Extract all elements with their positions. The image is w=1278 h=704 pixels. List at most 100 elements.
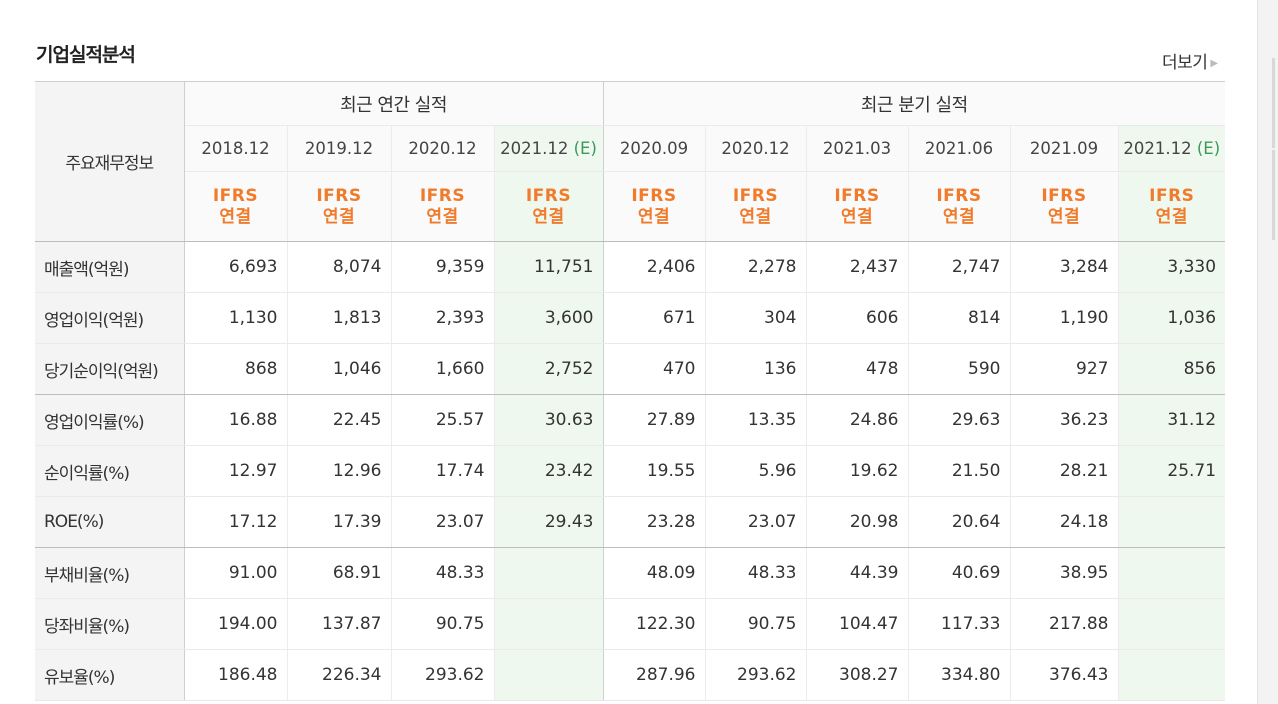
value-cell: 13.35	[704, 394, 806, 446]
value-cell: 927	[1009, 343, 1118, 395]
value-cell-estimate	[493, 598, 603, 650]
value-cell: 2,406	[602, 241, 705, 293]
value-cell: 470	[602, 343, 705, 395]
value-cell-estimate: 3,330	[1117, 241, 1226, 293]
more-link-label[interactable]: 더보기	[1162, 53, 1208, 73]
row-label: ROE(%)	[35, 496, 185, 548]
group-header-annual: 최근 연간 실적	[184, 81, 603, 126]
value-cell: 17.74	[390, 445, 494, 497]
value-cell: 137.87	[286, 598, 391, 650]
value-cell: 29.63	[907, 394, 1010, 446]
value-cell: 48.33	[390, 547, 494, 599]
value-cell-estimate: 25.71	[1117, 445, 1226, 497]
side-scroll-strip	[1257, 0, 1278, 704]
table-row-debt-ratio: 부채비율(%) 91.00 68.91 48.33 48.09 48.33 44.39 40.…	[35, 547, 1226, 599]
period-header-row: 2018.12 2019.12 2020.12 2021.12 (E) 2020…	[35, 125, 1226, 172]
table-row-revenue: 매출액(억원) 6,693 8,074 9,359 11,751 2,406 2,278 2,…	[35, 241, 1226, 293]
value-cell-estimate: 29.43	[493, 496, 603, 548]
scroll-marker	[1272, 150, 1275, 240]
value-cell: 186.48	[183, 649, 287, 701]
value-cell: 1,813	[286, 292, 391, 344]
value-cell: 136	[704, 343, 806, 395]
table-row-reserve-ratio: 유보율(%) 186.48 226.34 293.62 287.96 293.62 308.…	[35, 649, 1226, 701]
value-cell: 24.18	[1009, 496, 1118, 548]
value-cell: 20.98	[805, 496, 908, 548]
row-label: 영업이익(억원)	[35, 292, 185, 344]
value-cell: 1,130	[183, 292, 287, 344]
value-cell: 5.96	[704, 445, 806, 497]
table-row-operating-margin: 영업이익률(%) 16.88 22.45 25.57 30.63 27.89 13.35 24…	[35, 394, 1226, 446]
table-row-operating-profit: 영업이익(억원) 1,130 1,813 2,393 3,600 671 304 606 814…	[35, 292, 1226, 344]
value-cell: 2,437	[805, 241, 908, 293]
value-cell: 23.07	[704, 496, 806, 548]
value-cell-estimate	[1117, 496, 1226, 548]
value-cell: 22.45	[286, 394, 391, 446]
value-cell: 8,074	[286, 241, 391, 293]
value-cell: 40.69	[907, 547, 1010, 599]
value-cell-estimate: 2,752	[493, 343, 603, 395]
value-cell: 2,747	[907, 241, 1010, 293]
value-cell-estimate	[493, 649, 603, 701]
value-cell: 194.00	[183, 598, 287, 650]
period-header: 2020.12	[704, 125, 806, 172]
row-label: 당기순이익(억원)	[35, 343, 185, 395]
ifrs-badge: IFRS 연결	[1117, 171, 1226, 242]
value-cell: 28.21	[1009, 445, 1118, 497]
value-cell: 17.12	[183, 496, 287, 548]
row-label: 매출액(억원)	[35, 241, 185, 293]
value-cell-estimate: 30.63	[493, 394, 603, 446]
period-header: 2021.09	[1009, 125, 1118, 172]
value-cell: 606	[805, 292, 908, 344]
table-row-net-income: 당기순이익(억원) 868 1,046 1,660 2,752 470 136 478 590 9…	[35, 343, 1226, 395]
value-cell: 2,393	[390, 292, 494, 344]
value-cell: 1,046	[286, 343, 391, 395]
section-title: 기업실적분석	[36, 44, 136, 66]
period-header-estimate: 2021.12 (E)	[1117, 125, 1226, 172]
value-cell-estimate	[1117, 598, 1226, 650]
value-cell: 3,284	[1009, 241, 1118, 293]
value-cell: 376.43	[1009, 649, 1118, 701]
ifrs-badge: IFRS 연결	[704, 171, 806, 242]
value-cell-estimate	[1117, 649, 1226, 701]
ifrs-badge: IFRS 연결	[907, 171, 1010, 242]
value-cell: 38.95	[1009, 547, 1118, 599]
ifrs-badge: IFRS 연결	[390, 171, 494, 242]
value-cell: 48.09	[602, 547, 705, 599]
value-cell: 117.33	[907, 598, 1010, 650]
ifrs-badge: IFRS 연결	[602, 171, 705, 242]
period-header: 2021.03	[805, 125, 908, 172]
ifrs-badge: IFRS 연결	[286, 171, 391, 242]
value-cell-estimate: 11,751	[493, 241, 603, 293]
value-cell: 24.86	[805, 394, 908, 446]
scroll-marker	[1272, 58, 1275, 148]
value-cell: 90.75	[704, 598, 806, 650]
value-cell: 90.75	[390, 598, 494, 650]
value-cell-estimate	[493, 547, 603, 599]
row-label: 순이익률(%)	[35, 445, 185, 497]
value-cell: 304	[704, 292, 806, 344]
period-header: 2020.12	[390, 125, 494, 172]
row-label: 영업이익률(%)	[35, 394, 185, 446]
table-row-quick-ratio: 당좌비율(%) 194.00 137.87 90.75 122.30 90.75 104.4…	[35, 598, 1226, 650]
period-header: 2019.12	[286, 125, 391, 172]
ifrs-badge: IFRS 연결	[805, 171, 908, 242]
value-cell-estimate: 1,036	[1117, 292, 1226, 344]
value-cell: 25.57	[390, 394, 494, 446]
value-cell: 21.50	[907, 445, 1010, 497]
value-cell: 590	[907, 343, 1010, 395]
value-cell: 217.88	[1009, 598, 1118, 650]
row-header-label: 주요재무정보	[35, 81, 185, 242]
value-cell: 16.88	[183, 394, 287, 446]
value-cell: 9,359	[390, 241, 494, 293]
value-cell: 68.91	[286, 547, 391, 599]
ifrs-badge: IFRS 연결	[1009, 171, 1118, 242]
value-cell: 12.97	[183, 445, 287, 497]
ifrs-badge: IFRS 연결	[493, 171, 603, 242]
group-header-quarterly: 최근 분기 실적	[602, 81, 1226, 126]
period-header: 2018.12	[183, 125, 287, 172]
period-header: 2020.09	[602, 125, 705, 172]
value-cell: 12.96	[286, 445, 391, 497]
row-label: 유보율(%)	[35, 649, 185, 701]
value-cell-estimate: 31.12	[1117, 394, 1226, 446]
more-link[interactable]: 더보기 ▶	[1162, 48, 1218, 73]
